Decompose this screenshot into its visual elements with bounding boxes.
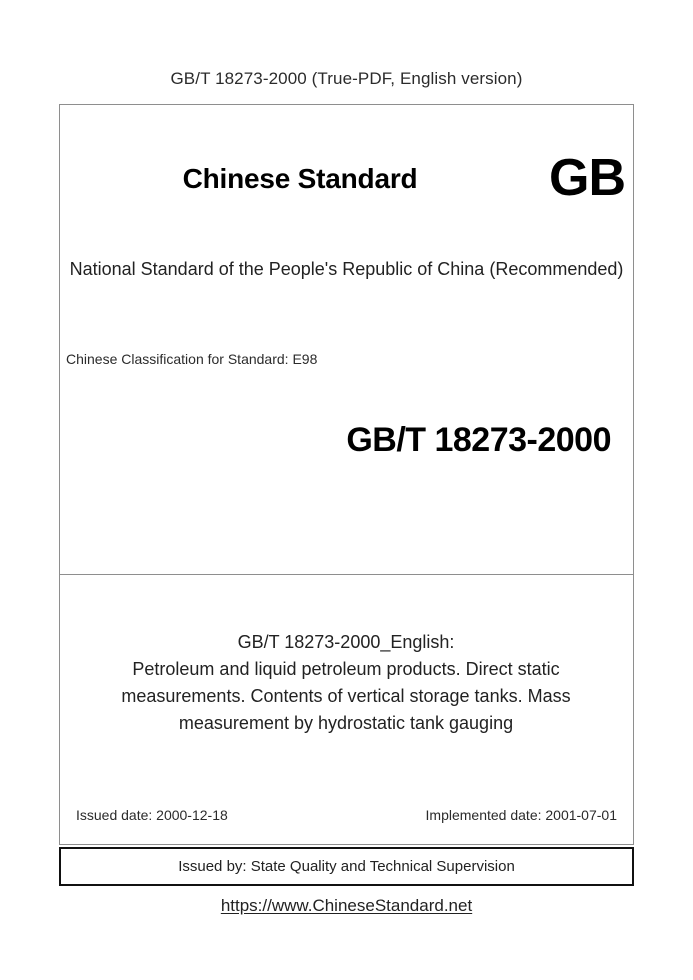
issuer-label: Issued by: State Quality and Technical S… [178,857,515,875]
document-title-line-3: measurements. Contents of vertical stora… [121,686,571,706]
document-title-line-4: measurement by hydrostatic tank gauging [178,713,514,733]
national-standard-line-1: National Standard of the People's Republ… [69,259,485,279]
cover-lower-section: GB/T 18273-2000_English: Petroleum and l… [60,575,633,843]
national-standard-block: National Standard of the People's Republ… [60,255,633,283]
classification-code: Chinese Classification for Standard: E98 [66,351,318,367]
date-row: Issued date: 2000-12-18 Implemented date… [76,805,617,825]
document-header-label: GB/T 18273-2000 (True-PDF, English versi… [170,69,523,88]
document-title-block: GB/T 18273-2000_English: Petroleum and l… [84,629,608,737]
standard-cover-frame: Chinese Standard GB National Standard of… [59,104,634,845]
brand-row: Chinese Standard GB [60,149,633,215]
issued-date: Issued date: 2000-12-18 [76,807,228,823]
document-title-line-1: GB/T 18273-2000_English: [237,632,455,652]
cover-upper-section: Chinese Standard GB National Standard of… [60,105,633,575]
document-title-line-2: Petroleum and liquid petroleum products.… [132,659,560,679]
gb-logo: GB [549,149,626,207]
issuer-box: Issued by: State Quality and Technical S… [59,847,634,886]
standard-number: GB/T 18273-2000 [346,421,611,459]
brand-title: Chinese Standard [182,163,418,194]
national-standard-line-2: (Recommended) [489,259,624,279]
source-website-url[interactable]: https://www.ChineseStandard.net [220,896,473,915]
implemented-date: Implemented date: 2001-07-01 [425,807,617,823]
